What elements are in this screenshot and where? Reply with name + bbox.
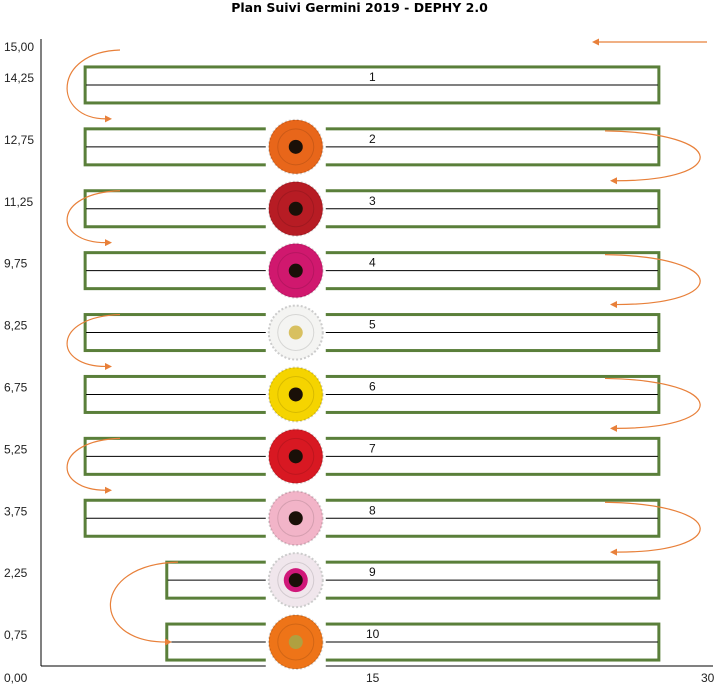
y-tick-label: 15,00 [4,40,34,54]
row-label: 3 [369,194,376,208]
y-tick-label: 0,75 [4,628,28,642]
arrow-turn-left [66,190,121,247]
arrow-turn-left [109,561,179,646]
y-tick-label: 9,75 [4,257,28,271]
y-tick-label: 8,25 [4,319,28,333]
gerbera-flower-icon [265,180,326,237]
arrow-turn-right [604,501,701,556]
y-tick-label: 6,75 [4,380,28,394]
gerbera-flower-icon [265,366,326,423]
row-label: 6 [369,379,376,393]
row-label: 2 [369,132,376,146]
arrow-turn-left [66,313,121,371]
row-label: 4 [369,256,376,270]
x-tick-label: 30 [701,671,715,685]
row-label: 8 [369,503,376,517]
gerbera-flower-icon [265,490,326,547]
gerbera-flower-icon [265,304,326,361]
gerbera-flower-icon [265,552,326,609]
row-label: 7 [369,441,376,455]
chart-title: Plan Suivi Germini 2019 - DEPHY 2.0 [231,0,488,15]
arrow-turn-left [66,49,121,123]
gerbera-flower-icon [265,242,326,299]
x-tick-label: 0,00 [4,671,28,685]
gerbera-flower-icon [265,118,326,175]
y-tick-label: 11,25 [4,195,33,209]
arrow-turn-right [604,130,701,185]
row-label: 1 [369,70,376,84]
y-tick-label: 2,25 [4,566,28,580]
y-tick-label: 5,25 [4,442,28,456]
row-label: 5 [369,318,376,332]
arrow-turn-right [604,254,701,309]
arrow-turn-right [604,377,701,432]
x-tick-label: 15 [366,671,380,685]
arrow-turn-left [66,437,121,494]
y-tick-label: 12,75 [4,133,34,147]
gerbera-flower-icon [265,614,326,671]
y-tick-label: 14,25 [4,71,34,85]
y-tick-label: 3,75 [4,504,28,518]
row-label: 9 [369,565,376,579]
gerbera-flower-icon [265,428,326,485]
row-label: 10 [366,627,380,641]
